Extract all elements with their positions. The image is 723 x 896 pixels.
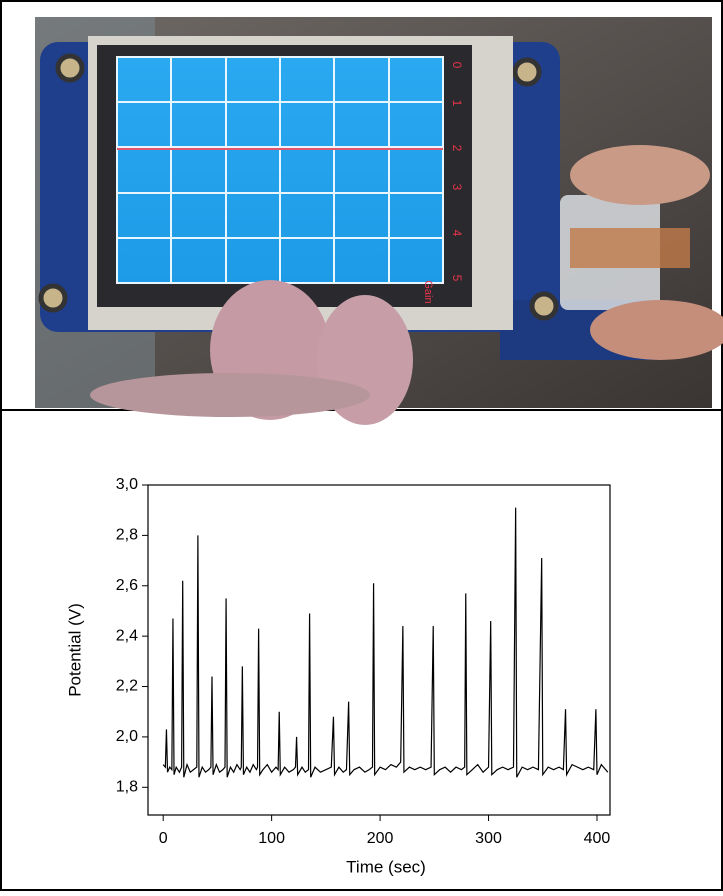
scale-label: 5 [450, 275, 464, 282]
signal-line [163, 508, 608, 778]
y-tick-label: 2,0 [116, 728, 138, 745]
page: 0 1 2 3 4 5 Gain Time (sec) Potential (V) 0 10… [0, 0, 723, 896]
scale-label: 3 [450, 184, 464, 191]
hand [90, 373, 370, 417]
scale-label: 1 [450, 100, 464, 107]
y-axis-label: Potential (V) [65, 603, 84, 697]
y-tick-label: 2,8 [116, 527, 138, 544]
y-tick-label: 2,6 [116, 577, 138, 594]
scale-label: 0 [450, 62, 464, 69]
finger [570, 145, 710, 205]
x-tick-label: 200 [367, 830, 394, 847]
y-tick-label: 1,8 [116, 779, 138, 796]
x-axis-label: Time (sec) [346, 857, 426, 876]
scale-label: 2 [450, 145, 464, 152]
gain-label: Gain [422, 280, 434, 303]
screw [41, 286, 65, 310]
y-tick-label: 3,0 [116, 476, 138, 493]
screw [532, 294, 556, 318]
x-tick-label: 0 [159, 830, 168, 847]
x-tick-label: 400 [584, 830, 611, 847]
y-tick-label: 2,4 [116, 627, 138, 644]
x-tick-label: 300 [475, 830, 502, 847]
screw [58, 56, 82, 80]
scale-label: 4 [450, 230, 464, 237]
x-tick-label: 100 [258, 830, 285, 847]
y-tick-label: 2,2 [116, 678, 138, 695]
figure: 0 1 2 3 4 5 Gain Time (sec) Potential (V) 0 10… [0, 0, 723, 891]
screw [515, 60, 539, 84]
copper [570, 228, 690, 268]
photo: 0 1 2 3 4 5 Gain [35, 17, 723, 425]
